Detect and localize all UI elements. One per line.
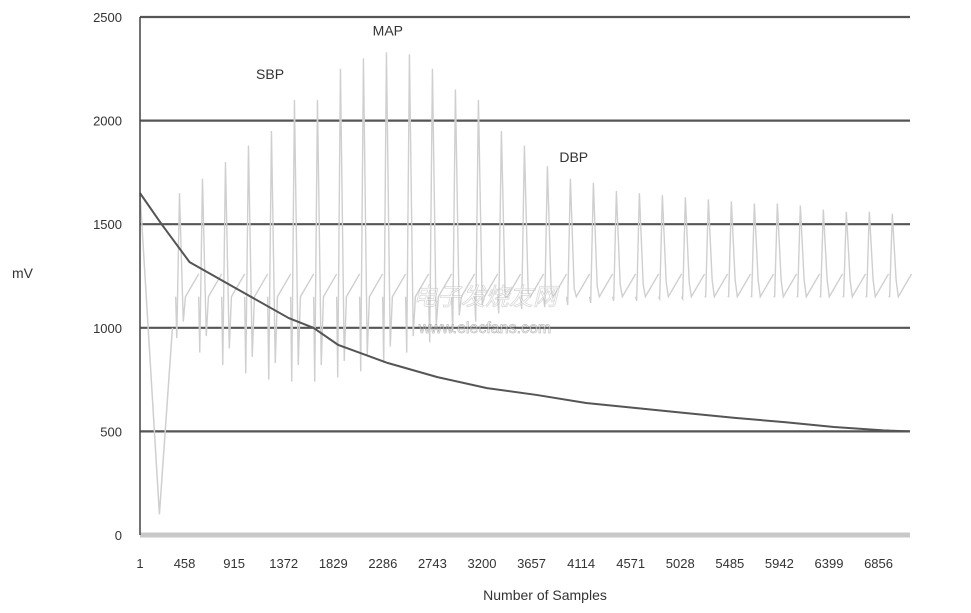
y-tick-label: 2000 — [93, 114, 122, 129]
oscillation-beat — [404, 54, 430, 353]
oscillation-beat — [865, 211, 890, 299]
watermark-line2: www.elecfans.com — [418, 320, 552, 337]
oscillation-beat — [335, 68, 361, 378]
oscillation-beat — [796, 205, 821, 299]
y-axis-label: mV — [12, 265, 34, 281]
cuff-pressure-line — [139, 192, 911, 433]
oscillation-start — [139, 193, 174, 515]
oscillation-beat — [634, 193, 660, 302]
watermark: 电子发烧友网 www.elecfans.com — [413, 284, 561, 338]
oscillation-beat — [888, 213, 913, 299]
x-tick-label: 458 — [174, 556, 196, 571]
x-tick-label: 2286 — [368, 556, 397, 571]
oscillation-beat — [197, 178, 223, 353]
x-tick-label: 1372 — [269, 556, 298, 571]
x-tick-label: 3200 — [468, 556, 497, 571]
y-tick-label: 500 — [100, 424, 122, 439]
oscillation-beat — [243, 145, 269, 374]
oscillation-beat — [496, 130, 522, 314]
x-tick-label: 6399 — [815, 556, 844, 571]
oscillation-series — [139, 52, 913, 515]
annotations: MAP SBP DBP — [256, 23, 588, 165]
oscillation-beat — [542, 166, 568, 308]
oscillation-beat — [657, 195, 683, 302]
oscillation-beat — [750, 203, 775, 299]
oscillation-beat — [588, 182, 614, 304]
watermark-line1: 电子发烧友网 — [413, 284, 560, 311]
annotation-map: MAP — [373, 23, 403, 39]
oscillation-beat — [358, 58, 384, 372]
oscillation-beat — [773, 203, 798, 299]
y-tick-labels: 0 500 1000 1500 2000 2500 — [93, 10, 122, 543]
oscillation-beat — [611, 191, 637, 302]
x-tick-label: 6856 — [864, 556, 893, 571]
oscillation-beat — [174, 193, 200, 339]
oscillation-beat — [727, 201, 752, 299]
oscillation-beat — [312, 99, 338, 382]
x-tick-label: 2743 — [418, 556, 447, 571]
y-tick-label: 2500 — [93, 10, 122, 25]
oscillation-beat — [704, 199, 729, 299]
y-tick-label: 1500 — [93, 217, 122, 232]
x-tick-label: 1 — [136, 556, 143, 571]
x-tick-label: 915 — [223, 556, 245, 571]
oscillation-beat — [819, 209, 844, 299]
oscillation-beat — [289, 99, 315, 382]
x-tick-label: 5485 — [715, 556, 744, 571]
annotation-dbp: DBP — [559, 149, 588, 165]
oscillation-beat — [381, 52, 407, 364]
x-axis-label: Number of Samples — [483, 587, 607, 603]
annotation-sbp: SBP — [256, 66, 284, 82]
x-tick-labels: 1 458 915 1372 1829 2286 2743 3200 3657 4114 4571 5… — [136, 556, 893, 571]
x-tick-label: 4114 — [567, 556, 595, 571]
gridlines — [140, 15, 910, 538]
oscillation-beat — [450, 89, 476, 332]
oscillation-beat — [519, 145, 545, 310]
oscillation-beat — [473, 99, 499, 322]
oscillation-beat — [842, 211, 867, 299]
oscillation-beat — [565, 178, 591, 306]
oscillation-beat — [427, 68, 453, 343]
oscillation-beat — [266, 130, 292, 380]
y-tick-label: 0 — [115, 528, 122, 543]
x-tick-label: 1829 — [319, 556, 348, 571]
oscillation-beat — [220, 162, 246, 366]
oscillation-beat — [680, 197, 706, 302]
x-tick-label: 4571 — [616, 556, 645, 571]
x-tick-label: 5028 — [666, 556, 695, 571]
x-tick-label: 3657 — [517, 556, 546, 571]
y-tick-label: 1000 — [93, 321, 122, 336]
x-tick-label: 5942 — [765, 556, 794, 571]
cuff-pressure-series — [139, 192, 911, 433]
